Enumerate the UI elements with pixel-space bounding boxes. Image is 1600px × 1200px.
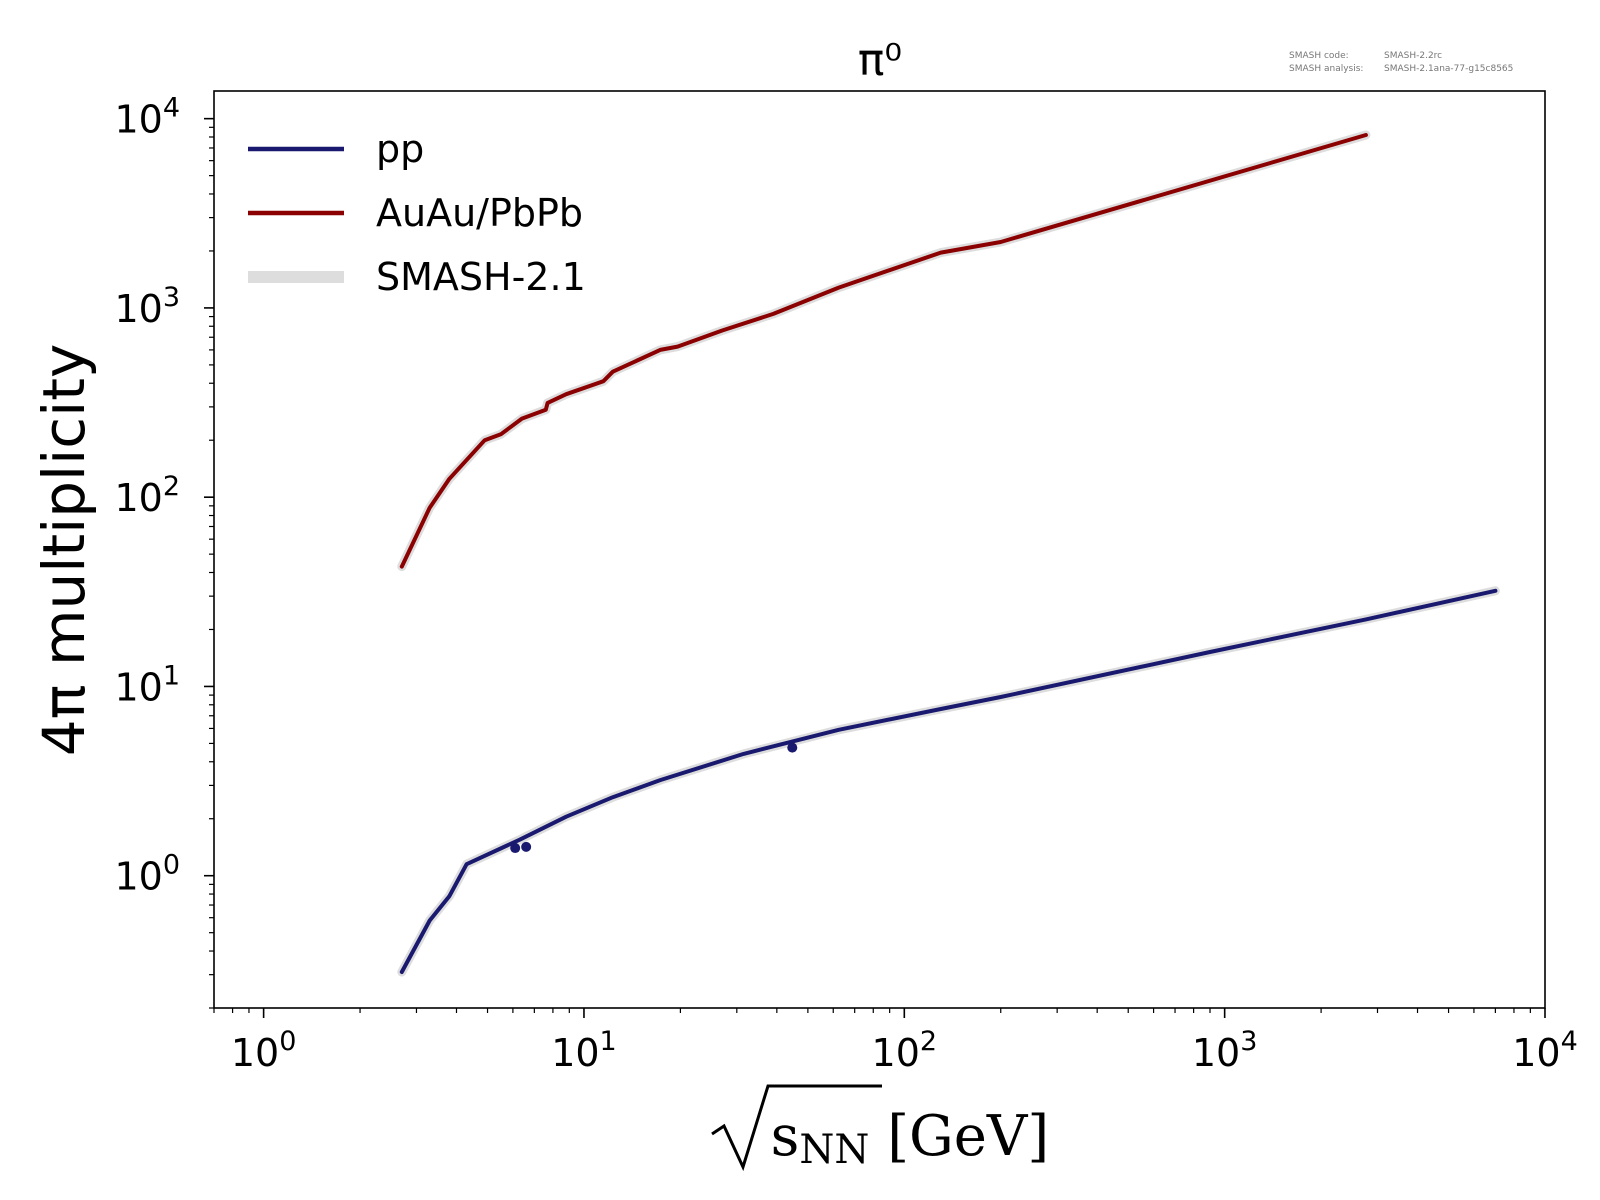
y-tick-label: 102 (114, 471, 180, 520)
tick-base: 10 (872, 1031, 920, 1075)
series-layer (397, 130, 1500, 977)
series-line-auau-pbpb (399, 133, 1368, 569)
data-point (510, 843, 521, 854)
data-point (521, 841, 532, 852)
tick-exponent: 0 (279, 1026, 296, 1057)
legend-label-smash-2-1: SMASH-2.1 (376, 255, 586, 299)
smash-band-pp (397, 586, 1500, 977)
tick-exponent: 2 (163, 471, 180, 502)
y-tick-label: 103 (114, 282, 180, 331)
analysis-value: SMASH-2.1ana-77-g15c8565 (1384, 64, 1513, 74)
y-axis-label: 4π multiplicity (30, 344, 98, 757)
tick-exponent: 0 (163, 850, 180, 881)
legend-label-auau-pbpb: AuAu/PbPb (376, 191, 583, 235)
tick-exponent: 1 (163, 660, 180, 691)
series-line-pp (399, 588, 1498, 974)
tick-base: 10 (114, 665, 162, 709)
tick-exponent: 1 (600, 1026, 617, 1057)
tick-exponent: 2 (920, 1026, 937, 1057)
data-point (787, 742, 798, 753)
x-tick-label: 104 (1512, 1026, 1578, 1075)
analysis-label: SMASH analysis: (1289, 64, 1363, 74)
x-tick-label: 102 (872, 1026, 938, 1075)
x-axis-label-text: √sNN [GeV] (770, 1104, 1049, 1173)
y-tick-label: 104 (114, 93, 180, 142)
legend: pp AuAu/PbPb SMASH-2.1 (248, 127, 586, 299)
tick-base: 10 (551, 1031, 599, 1075)
x-label-subscript: NN (799, 1127, 869, 1173)
chart-title: π⁰ (858, 35, 902, 86)
tick-base: 10 (114, 855, 162, 899)
tick-base: 10 (114, 476, 162, 520)
tick-exponent: 4 (1561, 1026, 1578, 1057)
x-tick-label: 101 (551, 1026, 617, 1075)
analysis-version-note: SMASH code: SMASH-2.2rc SMASH analysis: … (1289, 51, 1513, 74)
x-label-unit: [GeV] (869, 1104, 1049, 1169)
radical-sign (711, 1084, 882, 1172)
y-tick-label: 100 (114, 850, 180, 899)
code-value: SMASH-2.2rc (1384, 51, 1442, 61)
data-points-layer (510, 742, 798, 854)
tick-base: 10 (114, 98, 162, 142)
tick-base: 10 (114, 287, 162, 331)
legend-label-pp: pp (376, 127, 424, 171)
tick-exponent: 3 (163, 282, 180, 313)
tick-exponent: 3 (1240, 1026, 1257, 1057)
x-tick-label: 100 (231, 1026, 297, 1075)
plot-frame (213, 90, 1546, 1009)
x-label-s: s (771, 1104, 800, 1169)
x-axis-label: √sNN [GeV] (711, 1084, 1049, 1173)
code-label: SMASH code: (1289, 51, 1349, 61)
tick-base: 10 (1512, 1031, 1560, 1075)
x-tick-label: 103 (1192, 1026, 1258, 1075)
x-axis: 100 101 102 103 104 (213, 1008, 1578, 1075)
tick-exponent: 4 (163, 93, 180, 124)
y-axis-label-text: 4π multiplicity (30, 344, 98, 757)
tick-base: 10 (1192, 1031, 1240, 1075)
y-tick-label: 101 (114, 660, 180, 709)
tick-base: 10 (231, 1031, 279, 1075)
